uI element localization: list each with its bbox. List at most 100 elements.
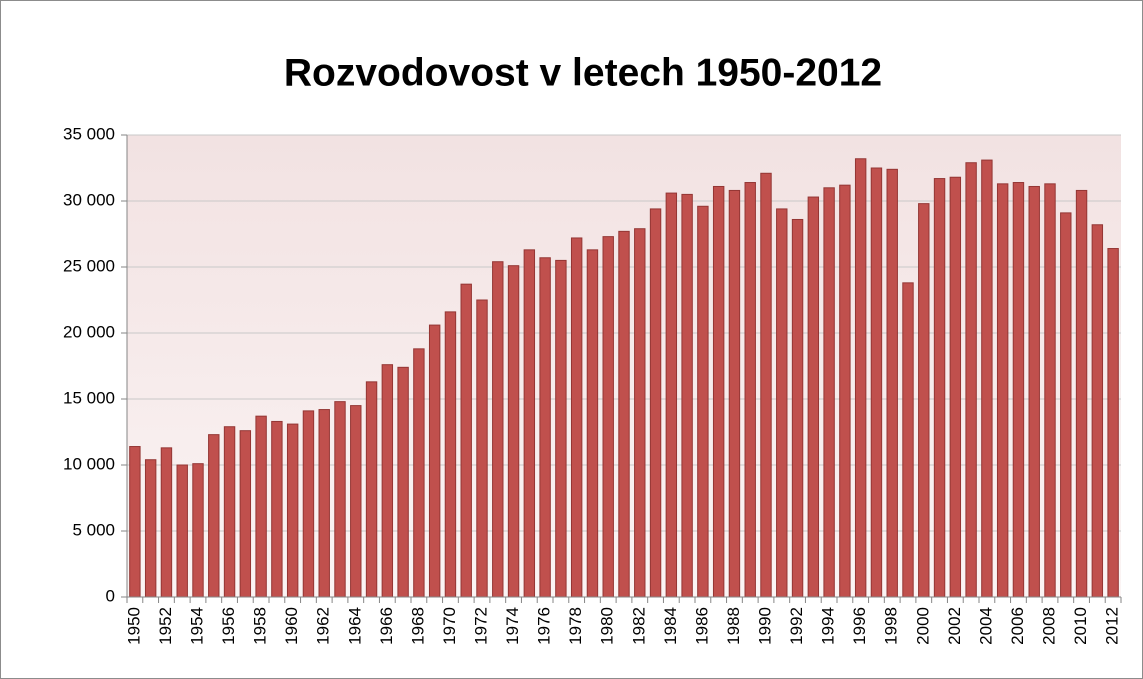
bar xyxy=(823,187,835,598)
x-tick-label: 1966 xyxy=(377,607,396,645)
x-tick-label: 1956 xyxy=(219,607,238,645)
bar xyxy=(996,183,1009,598)
bar xyxy=(160,447,173,598)
x-tick-label: 1970 xyxy=(440,607,459,645)
x-tick-label: 1972 xyxy=(471,607,490,645)
bar xyxy=(744,182,756,598)
bar xyxy=(1107,248,1119,598)
bar xyxy=(791,218,804,598)
bar xyxy=(192,463,204,598)
bar xyxy=(1012,182,1025,598)
x-tick-label: 1960 xyxy=(282,607,301,645)
bar xyxy=(918,203,930,598)
x-tick-label: 1994 xyxy=(819,607,838,645)
bar xyxy=(492,261,504,598)
x-tick-label: 1978 xyxy=(566,607,585,645)
bar xyxy=(413,348,425,598)
bar xyxy=(539,257,551,598)
y-tick-label: 10 000 xyxy=(63,454,115,473)
x-tick-label: 2000 xyxy=(913,607,932,645)
x-tick-label: 1990 xyxy=(755,607,774,645)
bar xyxy=(444,311,457,598)
bar xyxy=(476,299,488,598)
bar xyxy=(649,208,662,598)
x-tick-label: 2002 xyxy=(945,607,964,645)
x-tick-label: 1984 xyxy=(661,607,680,645)
bar xyxy=(570,237,583,598)
bar xyxy=(334,401,346,598)
bar xyxy=(933,178,946,598)
bar xyxy=(886,168,898,598)
bar xyxy=(760,172,772,598)
x-tick-label: 1950 xyxy=(124,607,143,645)
bar xyxy=(129,446,141,598)
bar xyxy=(1060,212,1072,598)
bar xyxy=(586,249,599,598)
x-tick-label: 1986 xyxy=(692,607,711,645)
bar xyxy=(271,420,283,598)
chart-title: Rozvodovost v letech 1950-2012 xyxy=(284,51,882,94)
bar xyxy=(1028,185,1040,598)
x-tick-label: 1976 xyxy=(535,607,554,645)
x-tick-label: 1992 xyxy=(787,607,806,645)
x-tick-label: 2010 xyxy=(1071,607,1090,645)
bar xyxy=(302,410,315,598)
bar xyxy=(255,415,267,598)
bar xyxy=(1044,183,1056,598)
bar xyxy=(634,228,646,598)
x-tick-label: 1988 xyxy=(724,607,743,645)
bar xyxy=(1075,189,1088,598)
bar xyxy=(381,364,394,598)
y-tick-label: 35 000 xyxy=(63,124,115,143)
bar xyxy=(239,430,252,598)
bar xyxy=(428,324,441,598)
x-tick-label: 1952 xyxy=(156,607,175,645)
x-tick-label: 1998 xyxy=(882,607,901,645)
y-tick-label: 20 000 xyxy=(63,322,115,341)
x-tick-label: 1964 xyxy=(345,607,364,645)
bar xyxy=(965,162,977,598)
y-tick-label: 0 xyxy=(106,586,115,605)
x-tick-label: 1982 xyxy=(629,607,648,645)
x-tick-label: 2008 xyxy=(1039,607,1058,645)
y-tick-label: 15 000 xyxy=(63,388,115,407)
bar xyxy=(144,459,157,598)
x-tick-label: 1962 xyxy=(314,607,333,645)
x-tick-label: 1968 xyxy=(408,607,427,645)
x-tick-label: 1958 xyxy=(251,607,270,645)
bar xyxy=(728,189,741,598)
bar xyxy=(1091,224,1104,598)
bar xyxy=(807,196,820,598)
bar xyxy=(854,158,867,598)
bar xyxy=(697,205,709,598)
x-tick-label: 2004 xyxy=(976,607,995,645)
bar xyxy=(776,208,788,598)
bar xyxy=(839,184,851,598)
bar xyxy=(397,366,409,598)
x-tick-label: 1954 xyxy=(187,607,206,645)
bar xyxy=(681,193,693,598)
bar xyxy=(176,464,188,598)
bar xyxy=(981,159,993,598)
bar xyxy=(507,265,520,598)
bar xyxy=(555,259,567,598)
bar xyxy=(208,434,220,598)
bar xyxy=(523,249,536,598)
bar xyxy=(665,192,678,598)
y-tick-label: 30 000 xyxy=(63,190,115,209)
bar xyxy=(618,230,630,598)
bar xyxy=(286,423,299,598)
bar xyxy=(870,167,883,598)
x-tick-label: 1980 xyxy=(598,607,617,645)
bar xyxy=(949,176,962,598)
x-tick-label: 2006 xyxy=(1008,607,1027,645)
bar xyxy=(223,426,236,598)
bar xyxy=(365,381,378,598)
bar xyxy=(460,283,472,598)
y-tick-label: 5 000 xyxy=(72,520,115,539)
bar xyxy=(318,409,330,598)
bar xyxy=(902,282,914,598)
bar xyxy=(712,185,725,598)
y-tick-label: 25 000 xyxy=(63,256,115,275)
